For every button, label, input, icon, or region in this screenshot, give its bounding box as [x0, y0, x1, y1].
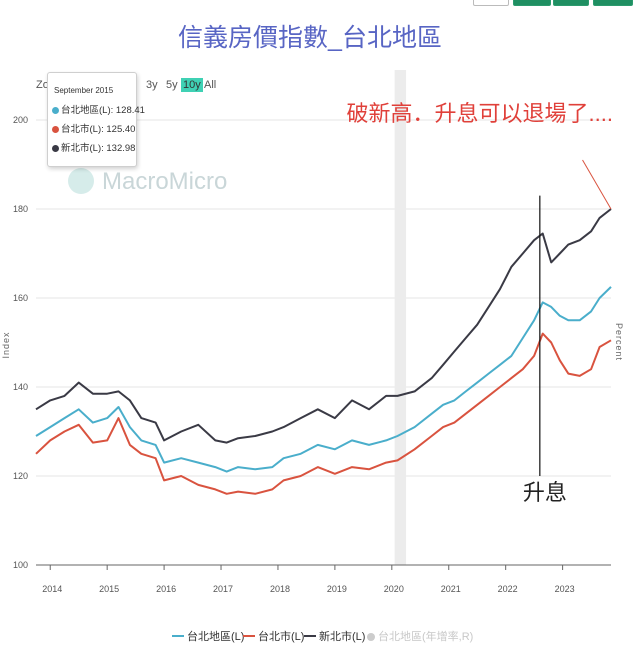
series-dot-icon [52, 126, 59, 133]
range-all-button[interactable]: All [204, 79, 217, 91]
annotation-pointer-line [582, 159, 612, 210]
legend-item-yoy[interactable]: 台北地區(年增率,R) [367, 628, 473, 644]
series-lines [35, 208, 612, 495]
x-tick-label: 2023 [555, 584, 575, 594]
y-tick-label: 120 [13, 471, 28, 481]
y2-axis-label: Percent [614, 323, 624, 361]
toolbar-button[interactable] [553, 0, 589, 6]
y-axis-ticks: 100 120 140 160 180 200 [13, 115, 28, 570]
toolbar-button[interactable] [513, 0, 551, 6]
tooltip-value: 台北地區(L): 128.41 [61, 105, 145, 116]
tooltip-value: 台北市(L): 125.40 [61, 124, 136, 135]
watermark-logo: MacroMicro [68, 168, 227, 196]
watermark-text: MacroMicro [102, 168, 228, 195]
y-axis-label: Index [1, 331, 11, 358]
x-tick-label: 2018 [270, 584, 290, 594]
legend-item-taipei-area[interactable]: 台北地區(L) [172, 628, 244, 644]
x-tick-label: 2014 [42, 584, 62, 594]
y-tick-label: 200 [13, 115, 28, 125]
x-tick-label: 2017 [213, 584, 233, 594]
range-10y-button[interactable]: 10y [181, 78, 203, 92]
x-tick-label: 2022 [498, 584, 518, 594]
x-tick-label: 2015 [99, 584, 119, 594]
legend-swatch [243, 635, 255, 637]
legend-swatch [172, 635, 184, 637]
rate-hike-label: 升息 [523, 480, 567, 505]
chart-title: 信義房價指數_台北地區 [178, 24, 442, 52]
range-5y-button[interactable]: 5y [166, 79, 178, 91]
y-tick-label: 100 [13, 560, 28, 570]
legend-label: 台北地區(年增率,R) [378, 631, 474, 643]
legend-dot-icon [367, 633, 375, 641]
annotations: 破新高．升息可以退場了.... 升息 [347, 101, 613, 505]
series-dot-icon [52, 107, 59, 114]
legend-item-taipei-city[interactable]: 台北市(L) [243, 628, 304, 644]
legend-label: 新北市(L) [319, 631, 366, 643]
tooltip-value: 新北市(L): 132.98 [61, 143, 136, 154]
toolbar-button[interactable] [593, 0, 633, 6]
x-tick-label: 2020 [384, 584, 404, 594]
series-dot-icon [52, 145, 59, 152]
range-3y-button[interactable]: 3y [146, 79, 158, 91]
series-line-2 [35, 208, 612, 444]
legend-item-new-taipei[interactable]: 新北市(L) [304, 628, 365, 644]
zoom-label: Zo [36, 79, 49, 91]
y-tick-label: 140 [13, 382, 28, 392]
series-line-0 [35, 286, 612, 473]
tooltip: September 2015 台北地區(L): 128.41 台北市(L): 1… [47, 72, 145, 167]
tooltip-date: September 2015 [54, 86, 114, 95]
legend-label: 台北市(L) [258, 631, 305, 643]
y-tick-label: 180 [13, 204, 28, 214]
legend-label: 台北地區(L) [187, 631, 245, 643]
x-axis-ticks: 2014 2015 2016 2017 2018 2019 2020 2021 2022 2023 [42, 565, 575, 594]
annotation-text: 破新高．升息可以退場了.... [347, 101, 613, 126]
macromicro-logo-icon [68, 168, 94, 194]
x-tick-label: 2019 [327, 584, 347, 594]
legend-swatch [304, 635, 316, 637]
tooltip-row: 台北地區(L): 128.41 [52, 102, 145, 116]
highlight-band [394, 70, 407, 565]
x-tick-label: 2021 [441, 584, 461, 594]
tooltip-row: 台北市(L): 125.40 [52, 121, 135, 135]
tooltip-row: 新北市(L): 132.98 [52, 140, 135, 154]
x-tick-label: 2016 [156, 584, 176, 594]
legend: 台北地區(L) 台北市(L) 新北市(L) 台北地區(年增率,R) [0, 626, 635, 644]
y-tick-label: 160 [13, 293, 28, 303]
toolbar-button[interactable] [473, 0, 509, 6]
